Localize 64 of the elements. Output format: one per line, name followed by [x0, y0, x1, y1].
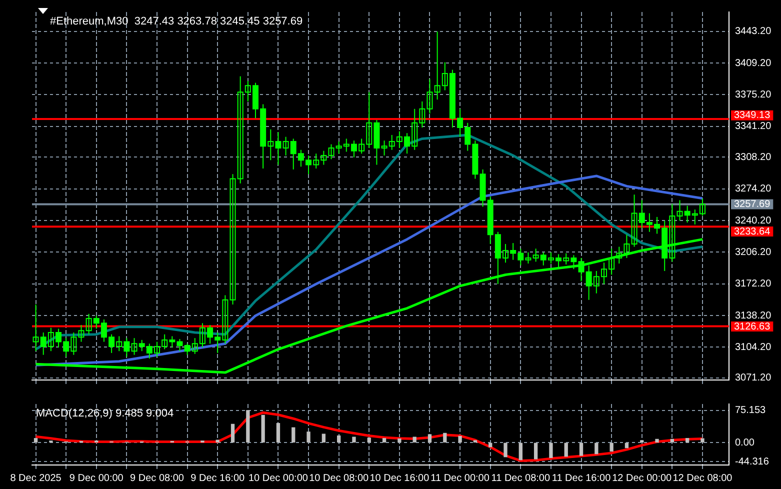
bar	[564, 442, 568, 457]
ref-line-label: 3257.69	[734, 198, 771, 210]
bar	[322, 434, 326, 442]
x-tick-label: 10 Dec 08:00	[309, 472, 370, 484]
chart-title: #Ethereum,M30 3247.43 3263.78 3245.45 3257.69	[50, 16, 303, 28]
y-tick-label: 3172.20	[735, 278, 772, 290]
bar	[504, 442, 508, 458]
bar	[579, 442, 584, 456]
bar	[488, 442, 492, 448]
x-tick-label: 10 Dec 16:00	[370, 472, 430, 484]
ref-line-label: 3233.64	[734, 226, 771, 238]
bar	[610, 442, 614, 452]
bar	[443, 432, 447, 442]
bar	[428, 434, 432, 442]
bar	[458, 436, 462, 442]
y-tick-label: 3206.20	[735, 246, 772, 258]
bar	[686, 438, 690, 442]
x-tick-label: 12 Dec 00:00	[612, 472, 672, 484]
bar	[624, 442, 629, 448]
y-tick-label: -44.316	[735, 456, 770, 468]
y-tick-label: 3308.20	[735, 152, 772, 163]
y-tick-label: 3104.20	[735, 342, 772, 353]
bar	[367, 438, 371, 442]
y-tick-label: 3443.20	[735, 26, 772, 38]
bar	[276, 423, 280, 442]
x-tick-label: 9 Dec 00:00	[69, 472, 124, 484]
bar	[306, 432, 310, 442]
y-tick-label: 3240.20	[735, 215, 772, 226]
x-tick-label: 11 Dec 16:00	[552, 472, 612, 484]
chart-title: MACD(12,26,9) 9.485 9.004	[36, 408, 174, 420]
bar	[382, 438, 386, 442]
y-tick-label: 3341.20	[735, 121, 772, 132]
y-tick-label: 75.153	[735, 405, 766, 416]
bar	[398, 438, 402, 442]
ref-line-label: 3126.63	[734, 321, 771, 332]
bar	[670, 438, 674, 442]
y-tick-label: 0.00	[735, 437, 755, 448]
bar	[594, 442, 598, 454]
x-tick-label: 11 Dec 00:00	[430, 472, 490, 484]
x-tick-label: 9 Dec 16:00	[190, 472, 246, 484]
y-tick-label: 3409.20	[735, 58, 772, 69]
bar	[412, 436, 416, 442]
bar	[337, 435, 341, 442]
ref-line-label: 3349.13	[734, 110, 771, 122]
bar	[655, 438, 659, 442]
bar	[34, 438, 38, 442]
y-tick-label: 3138.20	[735, 310, 772, 322]
bar	[352, 436, 356, 442]
y-tick-label: 3375.20	[735, 89, 772, 100]
bar	[518, 442, 522, 460]
y-tick-label: 3274.20	[735, 184, 772, 195]
bar	[534, 442, 538, 460]
y-tick-label: 3071.20	[735, 372, 772, 384]
bar	[700, 438, 704, 442]
bar	[230, 424, 235, 442]
x-tick-label: 12 Dec 08:00	[672, 472, 733, 484]
bar	[261, 414, 265, 442]
bar	[549, 442, 553, 458]
bar	[292, 427, 296, 442]
bar	[246, 410, 250, 442]
x-tick-label: 9 Dec 08:00	[130, 472, 184, 484]
x-tick-label: 10 Dec 00:00	[248, 472, 308, 484]
x-tick-label: 11 Dec 08:00	[491, 472, 550, 484]
x-tick-label: 8 Dec 2025	[10, 472, 62, 484]
